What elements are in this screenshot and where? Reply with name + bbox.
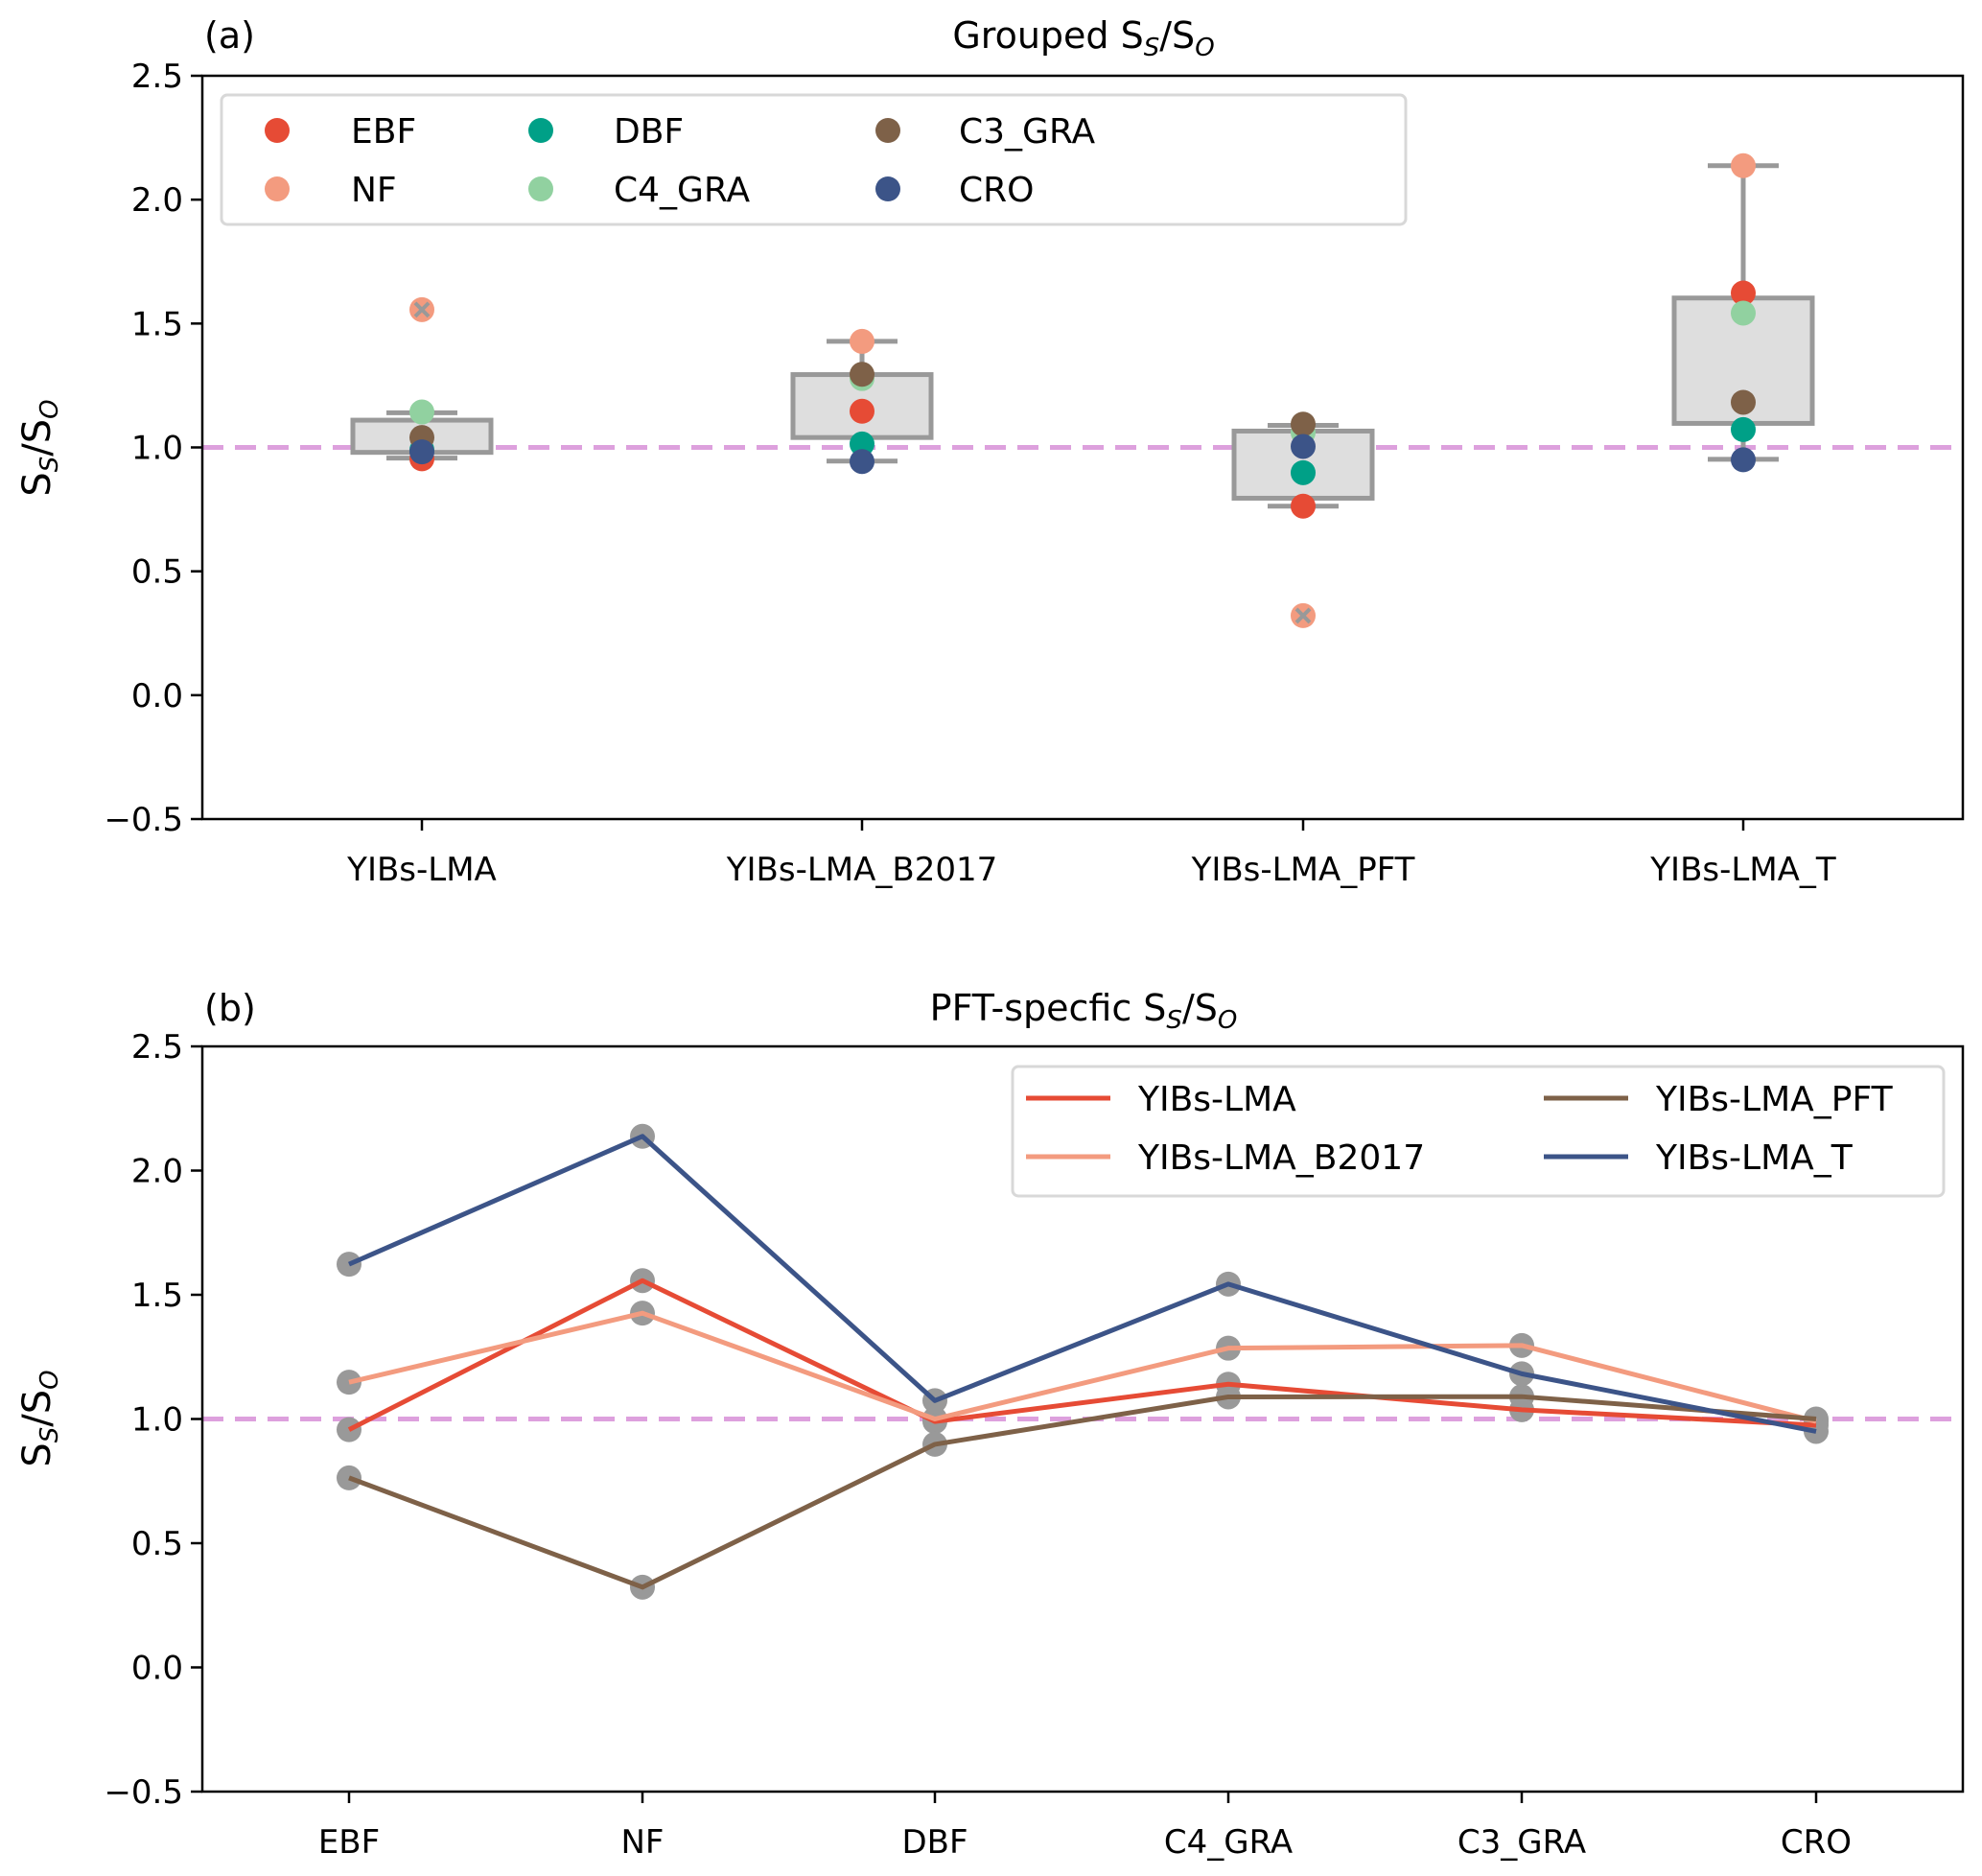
panel-a-points (409, 152, 1756, 628)
point-ebf (1291, 493, 1316, 519)
point-nf (850, 328, 874, 354)
panel-b-legend: YIBs-LMA YIBs-LMA_B2017 YIBs-LMA_PFT YIBs-L… (1011, 1065, 1946, 1198)
legend-marker (528, 118, 553, 143)
y-tick-label: 0.0 (131, 677, 183, 715)
panel-b-frame (200, 1044, 1965, 1794)
legend-item-yibs-lma: YIBs-LMA (1026, 1080, 1296, 1119)
y-tick-label: 2.5 (131, 58, 183, 96)
legend-item-cro: CRO (875, 171, 1035, 210)
panel-b-lines (347, 1134, 1817, 1590)
x-tick-label: YIBs-LMA_B2017 (726, 851, 998, 889)
x-tick-label: DBF (901, 1823, 968, 1862)
y-tick-label: −0.5 (104, 1773, 183, 1812)
legend-label: CRO (959, 171, 1035, 210)
point-cro (1291, 434, 1316, 459)
y-tick-label: 1.0 (131, 430, 183, 468)
legend-item-c4-gra: C4_GRA (528, 171, 750, 210)
legend-marker (875, 176, 900, 201)
legend-label: DBF (614, 112, 684, 152)
panel-a-tag: (a) (204, 14, 255, 57)
legend-item-ebf: EBF (265, 112, 416, 152)
x-tick-label: C4_GRA (1164, 1823, 1293, 1862)
panel-a-legend: EBF NF DBF C4_GRA C3_GRA CRO (220, 93, 1408, 226)
y-tick-label: 0.5 (131, 1525, 183, 1563)
outlier-marker (413, 301, 431, 318)
panel-b-x-ticks: EBF NF DBF C4_GRA C3_GRA CRO (318, 1792, 1852, 1862)
legend-frame (1011, 1065, 1946, 1198)
x-tick-label: C3_GRA (1457, 1823, 1586, 1862)
panel-b-ylabel: SS/SO (15, 1370, 64, 1466)
y-tick-label: 0.5 (131, 553, 183, 592)
legend-marker (875, 118, 900, 143)
panel-a: (a) Grouped SS/SO SS/SO 2.5 2.0 1.5 1.0 0.5 0… (15, 14, 1965, 889)
panel-a-y-ticks: 2.5 2.0 1.5 1.0 0.5 0.0 −0.5 (104, 58, 202, 839)
y-tick-label: 1.0 (131, 1401, 183, 1440)
x-tick-label: YIBs-LMA_T (1649, 851, 1836, 889)
panel-a-x-ticks: YIBs-LMA YIBs-LMA_B2017 YIBs-LMA_PFT YIBs-L… (346, 819, 1836, 889)
legend-label: C3_GRA (959, 112, 1095, 152)
x-tick-label: EBF (318, 1823, 380, 1862)
legend-marker (265, 176, 290, 201)
legend-item-yibs-lma-pft: YIBs-LMA_PFT (1544, 1080, 1894, 1119)
point-ebf (1731, 280, 1756, 306)
point-cro (409, 439, 434, 465)
point-ebf (850, 398, 874, 424)
legend-label: YIBs-LMA_T (1655, 1138, 1854, 1178)
panel-b-y-ticks: 2.5 2.0 1.5 1.0 0.5 0.0 −0.5 (104, 1028, 202, 1812)
y-tick-label: 1.5 (131, 1277, 183, 1315)
point-cro (850, 449, 874, 475)
legend-frame (220, 93, 1408, 226)
series-line-yibs-lma-b2017 (348, 1310, 1817, 1424)
legend-label: YIBs-LMA_B2017 (1137, 1138, 1425, 1178)
point-nf (1731, 152, 1756, 178)
point-c4-gra (1731, 300, 1756, 326)
legend-label: C4_GRA (614, 171, 750, 210)
point-c4-gra (409, 399, 434, 425)
series-line-yibs-lma-t (348, 1134, 1817, 1434)
outlier-marker (1294, 607, 1312, 624)
legend-label: YIBs-LMA (1137, 1080, 1296, 1119)
x-tick-label: CRO (1781, 1823, 1852, 1862)
outlier-x-stroke (1294, 607, 1312, 624)
y-tick-label: 2.0 (131, 1153, 183, 1191)
point-dbf (850, 431, 874, 457)
legend-label: YIBs-LMA_PFT (1655, 1080, 1894, 1119)
series-line-yibs-lma (347, 1278, 1817, 1432)
point-c3-gra (1291, 411, 1316, 437)
x-tick-label: YIBs-LMA_PFT (1191, 851, 1415, 889)
y-tick-label: 2.5 (131, 1028, 183, 1067)
legend-label: NF (351, 171, 397, 210)
legend-marker (265, 118, 290, 143)
legend-item-dbf: DBF (528, 112, 684, 152)
legend-item-c3-gra: C3_GRA (875, 112, 1095, 152)
y-tick-label: 2.0 (131, 181, 183, 220)
legend-item-yibs-lma-t: YIBs-LMA_T (1544, 1138, 1854, 1178)
y-tick-label: −0.5 (104, 801, 183, 839)
point-cro (1731, 447, 1756, 473)
point-c3-gra (1731, 389, 1756, 415)
point-dbf (1291, 459, 1316, 485)
series-line-yibs-lma-pft (348, 1394, 1817, 1590)
y-tick-label: 1.5 (131, 305, 183, 343)
panel-a-title: Grouped SS/SO (952, 14, 1214, 62)
x-tick-label: YIBs-LMA (346, 851, 497, 889)
panel-b-title: PFT-specfic SS/SO (930, 987, 1238, 1035)
point-c3-gra (850, 362, 874, 387)
panel-b-tag: (b) (204, 987, 256, 1029)
legend-item-nf: NF (265, 171, 397, 210)
legend-label: EBF (351, 112, 416, 152)
panel-a-frame (200, 74, 1965, 821)
panel-b: (b) PFT-specfic SS/SO SS/SO 2.5 2.0 1.5 1.0… (15, 987, 1965, 1862)
point-dbf (1731, 416, 1756, 442)
outlier-x-stroke (413, 301, 431, 318)
legend-item-yibs-lma-b2017: YIBs-LMA_B2017 (1026, 1138, 1425, 1178)
panel-a-ylabel: SS/SO (15, 399, 64, 496)
x-tick-label: NF (621, 1823, 665, 1862)
legend-marker (528, 176, 553, 201)
y-tick-label: 0.0 (131, 1650, 183, 1688)
